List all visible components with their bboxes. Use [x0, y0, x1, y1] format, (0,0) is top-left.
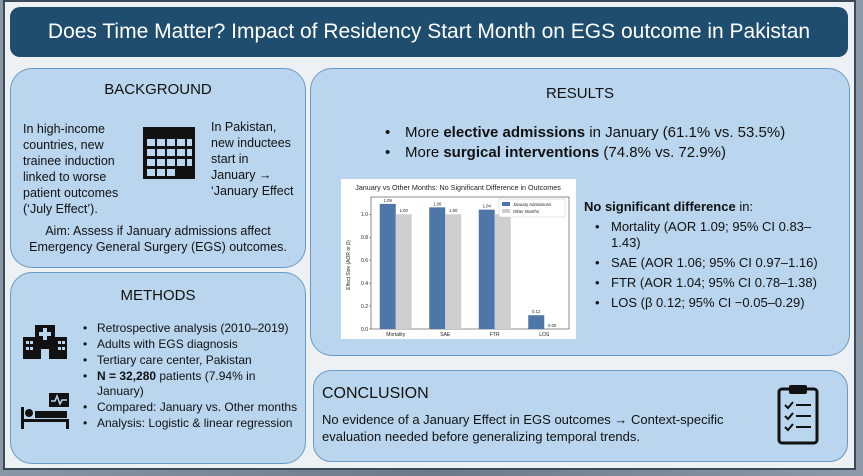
legend-label: Other Months [513, 209, 539, 214]
patient-bed-icon [19, 391, 71, 431]
y-tick-label: 0.2 [361, 304, 368, 310]
legend-swatch [502, 202, 510, 206]
calendar-icon [141, 125, 197, 181]
chart-ylabel: Effect Size (AOR or β) [346, 240, 352, 290]
legend-label: January Admissions [513, 202, 551, 207]
list-item: N = 32,280 patients (7.94% in January) [83, 369, 305, 399]
y-tick-label: 0.4 [361, 281, 368, 287]
x-tick-label: FTR [490, 332, 500, 338]
bar-january-los [528, 315, 545, 329]
bar-january-sae [429, 207, 446, 329]
list-item: Analysis: Logistic & linear regression [83, 416, 305, 431]
data-label: 1.06 [433, 201, 442, 206]
methods-panel: METHODS [10, 272, 306, 464]
background-right-text: In Pakistan, new inductees start in Janu… [211, 120, 294, 198]
x-tick-label: LOS [539, 332, 550, 338]
hospital-icon [21, 321, 69, 361]
list-item: Adults with EGS diagnosis [83, 337, 305, 352]
data-label: 0.12 [532, 309, 541, 314]
y-tick-label: 1.0 [361, 212, 368, 218]
legend-swatch [502, 209, 510, 213]
no-significant-heading: No significant difference in: [584, 199, 754, 214]
data-label: 1.09 [384, 198, 393, 203]
list-item: Retrospective analysis (2010–2019) [83, 321, 305, 336]
chart-frame [370, 196, 570, 330]
no-significant-list: Mortality (AOR 1.09; 95% CI 0.83–1.43) S… [591, 219, 831, 315]
bar-january-ftr [478, 209, 495, 329]
poster-title: Does Time Matter? Impact of Residency St… [10, 7, 848, 57]
results-panel: RESULTS More elective admissions in Janu… [310, 68, 850, 356]
chart-title: January vs Other Months: No Significant … [355, 183, 561, 192]
list-item: Mortality (AOR 1.09; 95% CI 0.83–1.43) [591, 219, 831, 251]
data-label: 1.00 [449, 208, 458, 213]
conclusion-panel: CONCLUSION No evidence of a January Effe… [313, 370, 848, 462]
data-label: 1.04 [483, 204, 492, 209]
x-tick-label: Mortality [386, 332, 405, 338]
list-item: Compared: January vs. Other months [83, 400, 305, 415]
conclusion-heading: CONCLUSION [322, 385, 429, 402]
list-item: SAE (AOR 1.06; 95% CI 0.97–1.16) [591, 255, 831, 271]
background-aim: Aim: Assess if January admissions affect… [29, 224, 287, 254]
list-item: LOS (β 0.12; 95% CI −0.05–0.29) [591, 295, 831, 311]
data-label: 1.00 [400, 208, 409, 213]
results-highlights: More elective admissions in January (61.… [383, 123, 823, 163]
background-left-text: In high-income countries, new trainee in… [23, 122, 119, 216]
background-heading: BACKGROUND [104, 81, 212, 98]
bar-other-sae [445, 214, 462, 329]
list-item: FTR (AOR 1.04; 95% CI 0.78–1.38) [591, 275, 831, 291]
clipboard-checklist-icon [776, 383, 820, 445]
list-item: Tertiary care center, Pakistan [83, 353, 305, 368]
methods-list: Retrospective analysis (2010–2019) Adult… [83, 321, 305, 432]
methods-heading: METHODS [120, 287, 196, 304]
data-label: 0.00 [548, 323, 557, 328]
poster: Does Time Matter? Impact of Residency St… [3, 0, 856, 470]
results-heading: RESULTS [545, 85, 615, 102]
list-item: More surgical interventions (74.8% vs. 7… [383, 143, 823, 163]
y-tick-label: 0.0 [361, 327, 368, 333]
conclusion-text: No evidence of a January Effect in EGS o… [322, 412, 724, 444]
chart-svg: January vs Other Months: No Significant … [346, 183, 570, 338]
x-tick-label: SAE [440, 332, 451, 338]
bar-january-mortality [379, 203, 396, 329]
bar-chart: January vs Other Months: No Significant … [341, 179, 576, 339]
legend-box [498, 198, 566, 218]
list-item: More elective admissions in January (61.… [383, 123, 823, 143]
bar-other-mortality [395, 214, 412, 329]
background-panel: BACKGROUND In high-income countries, new… [10, 68, 306, 268]
y-tick-label: 0.6 [361, 258, 368, 264]
y-tick-label: 0.8 [361, 235, 368, 241]
bar-other-ftr [494, 214, 511, 329]
